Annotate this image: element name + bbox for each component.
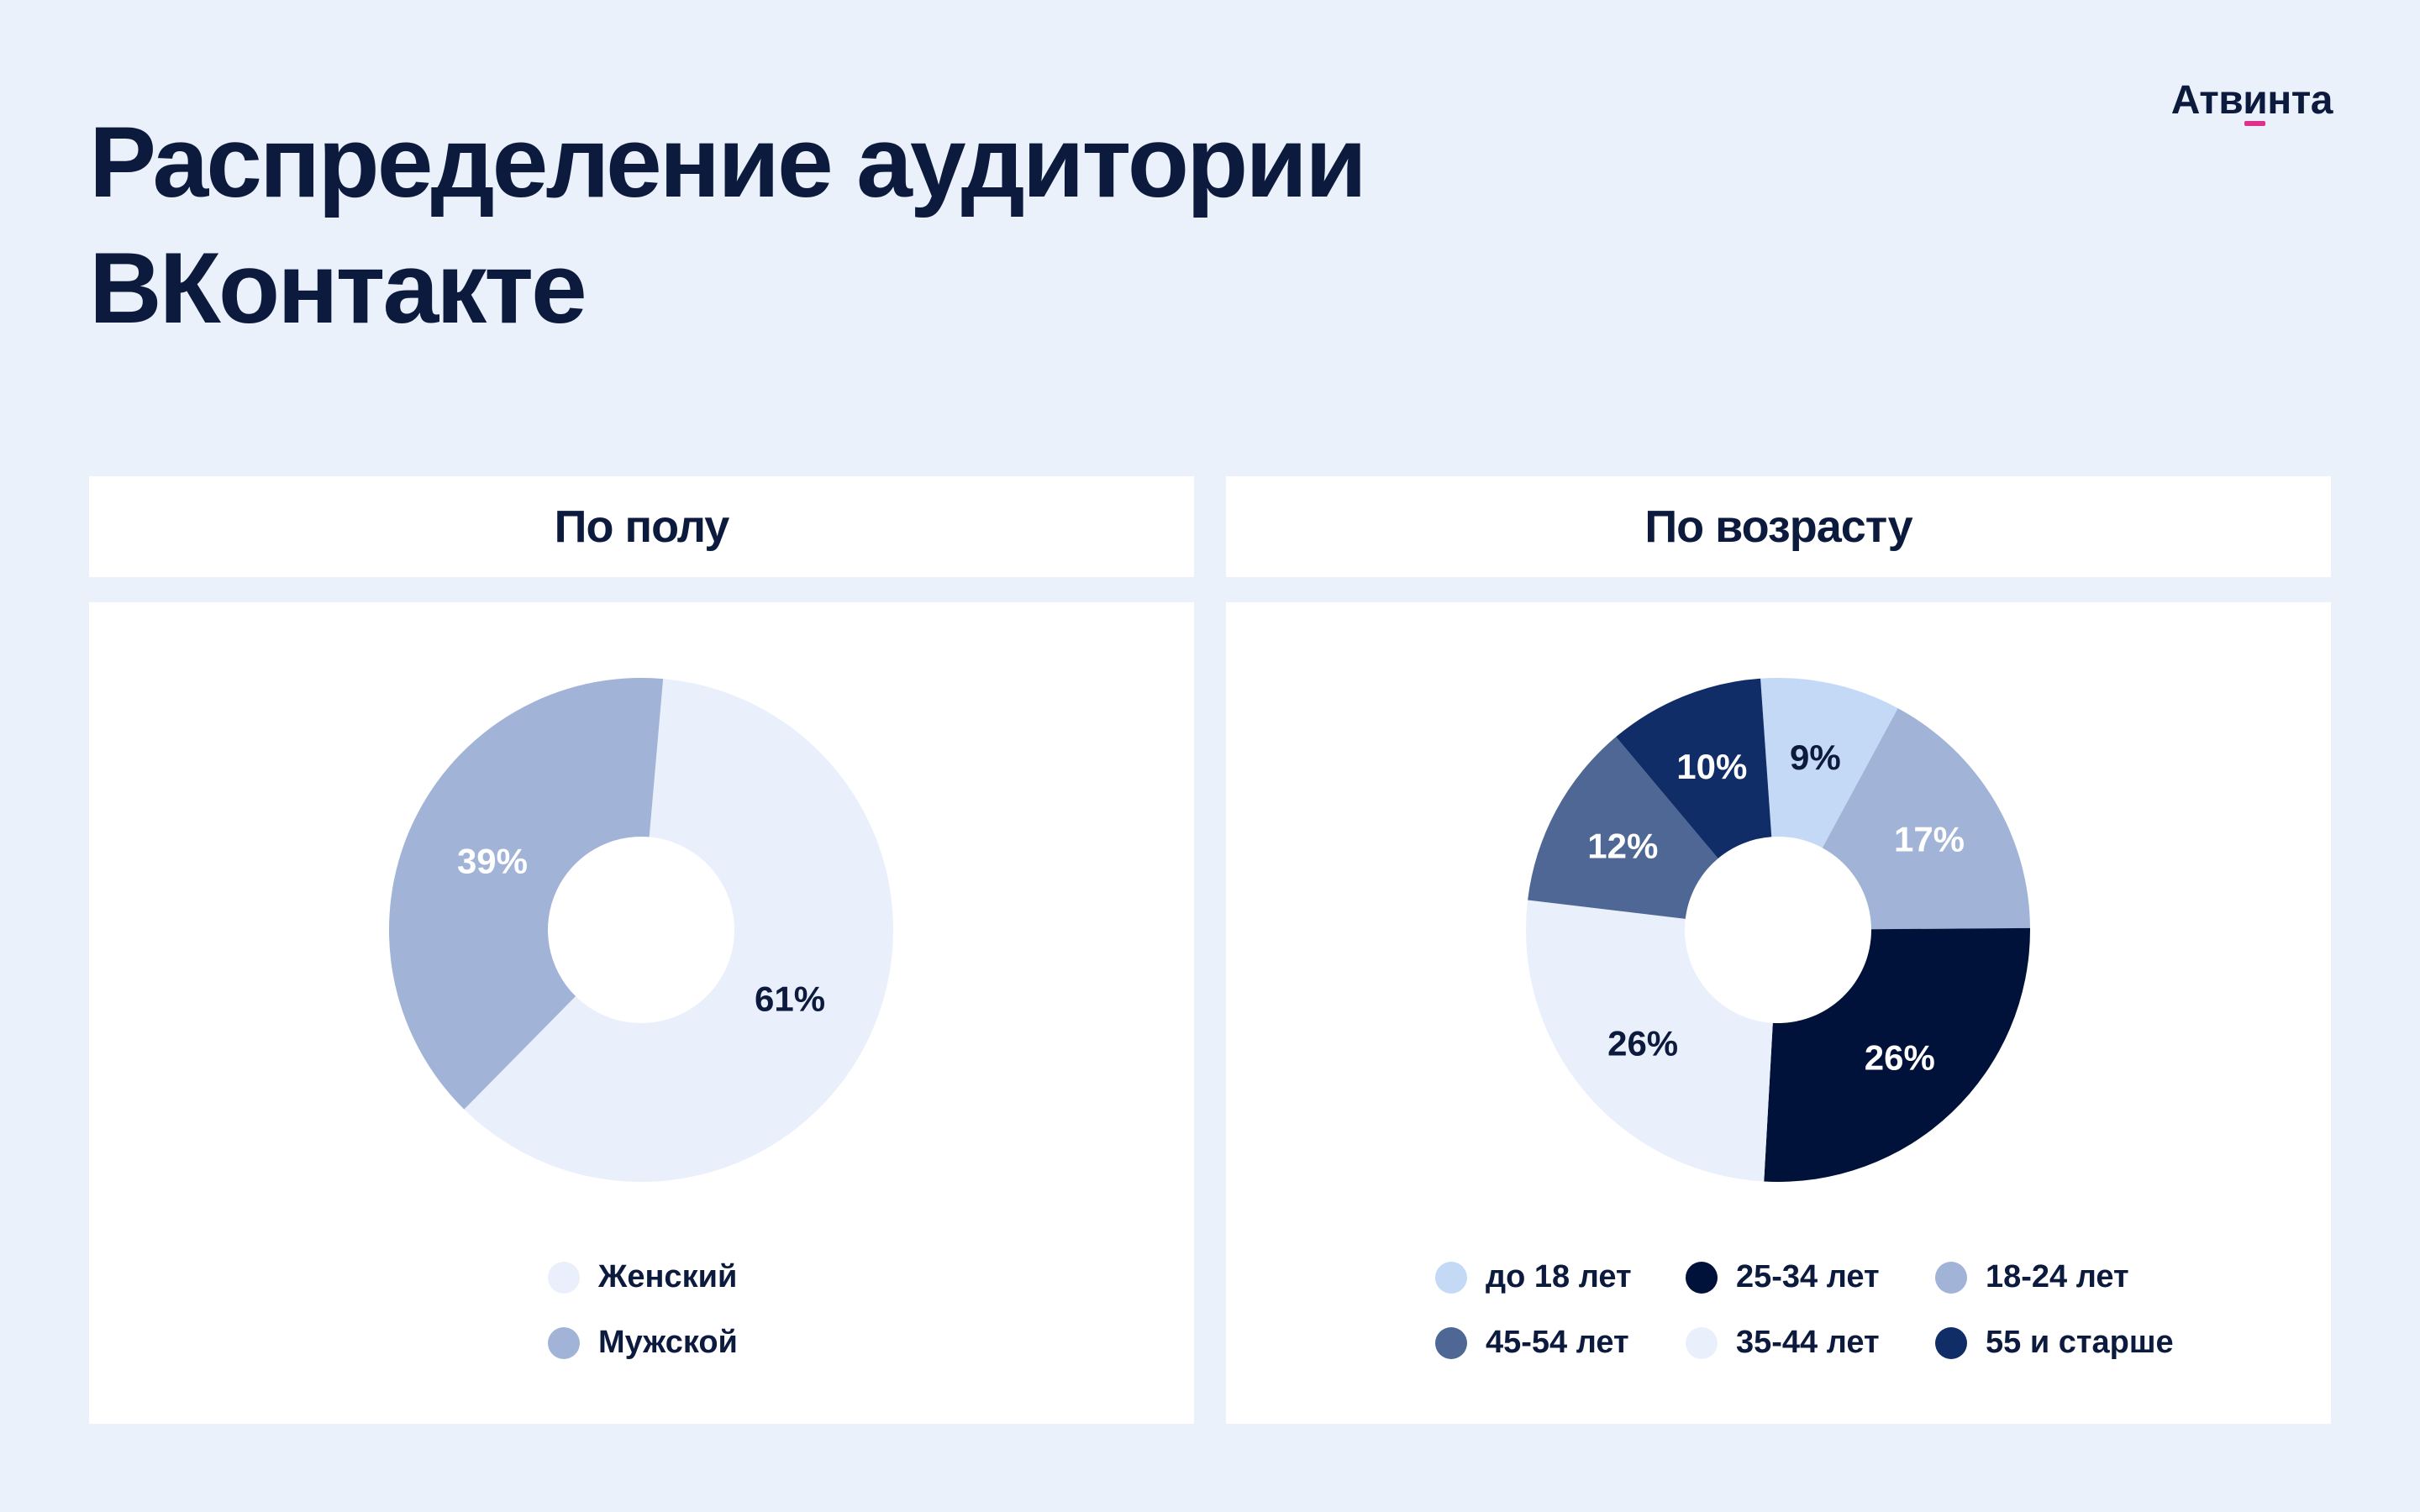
logo-text-start: Атв xyxy=(2170,78,2244,123)
age-legend-item-0: до 18 лет xyxy=(1435,1259,1632,1295)
age-legend-swatch-5 xyxy=(1935,1326,1967,1359)
gender-legend-item-0: Женский xyxy=(548,1259,737,1295)
age-slice-0 xyxy=(1760,678,1898,848)
age-legend-swatch-4 xyxy=(1435,1326,1467,1359)
age-slice-3 xyxy=(1526,900,1773,1182)
age-panel-header: По возрасту xyxy=(1226,476,2331,577)
gender-panel-header: По полу xyxy=(89,476,1194,577)
age-legend-swatch-3 xyxy=(1686,1326,1718,1359)
age-slice-4 xyxy=(1528,737,1718,919)
logo-text-accent: и xyxy=(2243,78,2268,123)
age-legend-label-5: 55 и старше xyxy=(1986,1325,2174,1360)
age-legend-label-0: до 18 лет xyxy=(1486,1259,1632,1294)
age-slice-label-2: 26% xyxy=(1865,1038,1935,1078)
age-legend-item-2: 25-34 лет xyxy=(1686,1259,1880,1295)
logo-text-end: нта xyxy=(2267,78,2333,123)
age-slice-2 xyxy=(1764,927,2030,1182)
age-slice-label-1: 17% xyxy=(1894,819,1965,858)
age-slice-label-5: 10% xyxy=(1676,747,1747,786)
gender-slice-label-1: 39% xyxy=(457,842,528,881)
age-legend-swatch-0 xyxy=(1435,1261,1467,1294)
age-slice-1 xyxy=(1822,708,2030,930)
age-legend-label-4: 45-54 лет xyxy=(1486,1325,1629,1360)
gender-slice-1 xyxy=(389,678,664,1110)
gender-chart-panel: 61% 39% Женский Мужской xyxy=(89,602,1194,1424)
gender-legend-item-1: Мужской xyxy=(548,1325,738,1361)
gender-legend-swatch-1 xyxy=(548,1326,580,1359)
age-legend-label-3: 35-44 лет xyxy=(1736,1325,1880,1360)
page-title-line-1: Распределение аудитории xyxy=(89,106,1367,218)
age-legend-swatch-1 xyxy=(1935,1261,1967,1294)
brand-logo: Атвинта xyxy=(2171,77,2333,123)
age-donut-chart: 9% 17% 26% 26% 12% 10% xyxy=(1526,678,2030,1182)
gender-legend-label-1: Мужской xyxy=(598,1325,738,1360)
gender-donut-chart: 61% 39% xyxy=(389,678,893,1182)
page-title-line-2: ВКонтакте xyxy=(89,232,587,344)
age-legend-swatch-2 xyxy=(1686,1261,1718,1294)
age-slice-label-3: 26% xyxy=(1607,1023,1678,1063)
gender-slice-label-0: 61% xyxy=(755,979,825,1018)
age-chart-panel: 9% 17% 26% 26% 12% 10% до 18 лет 25-34 лет 18-2… xyxy=(1226,602,2331,1424)
gender-chart-title: По полу xyxy=(554,501,730,552)
gender-legend-swatch-0 xyxy=(548,1261,580,1294)
age-legend-item-4: 45-54 лет xyxy=(1435,1325,1629,1361)
age-slice-label-0: 9% xyxy=(1790,738,1841,777)
page-title: Распределение аудитории ВКонтакте xyxy=(89,99,1367,351)
age-legend-label-2: 25-34 лет xyxy=(1736,1259,1880,1294)
gender-legend-label-0: Женский xyxy=(598,1259,738,1294)
age-slice-label-4: 12% xyxy=(1587,827,1658,866)
age-legend-label-1: 18-24 лет xyxy=(1986,1259,2129,1294)
age-legend-item-5: 55 и старше xyxy=(1935,1325,2174,1361)
age-chart-title: По возрасту xyxy=(1644,501,1912,552)
age-slice-5 xyxy=(1616,678,1772,858)
age-legend-item-1: 18-24 лет xyxy=(1935,1259,2129,1295)
age-legend-item-3: 35-44 лет xyxy=(1686,1325,1880,1361)
gender-slice-0 xyxy=(464,679,893,1182)
